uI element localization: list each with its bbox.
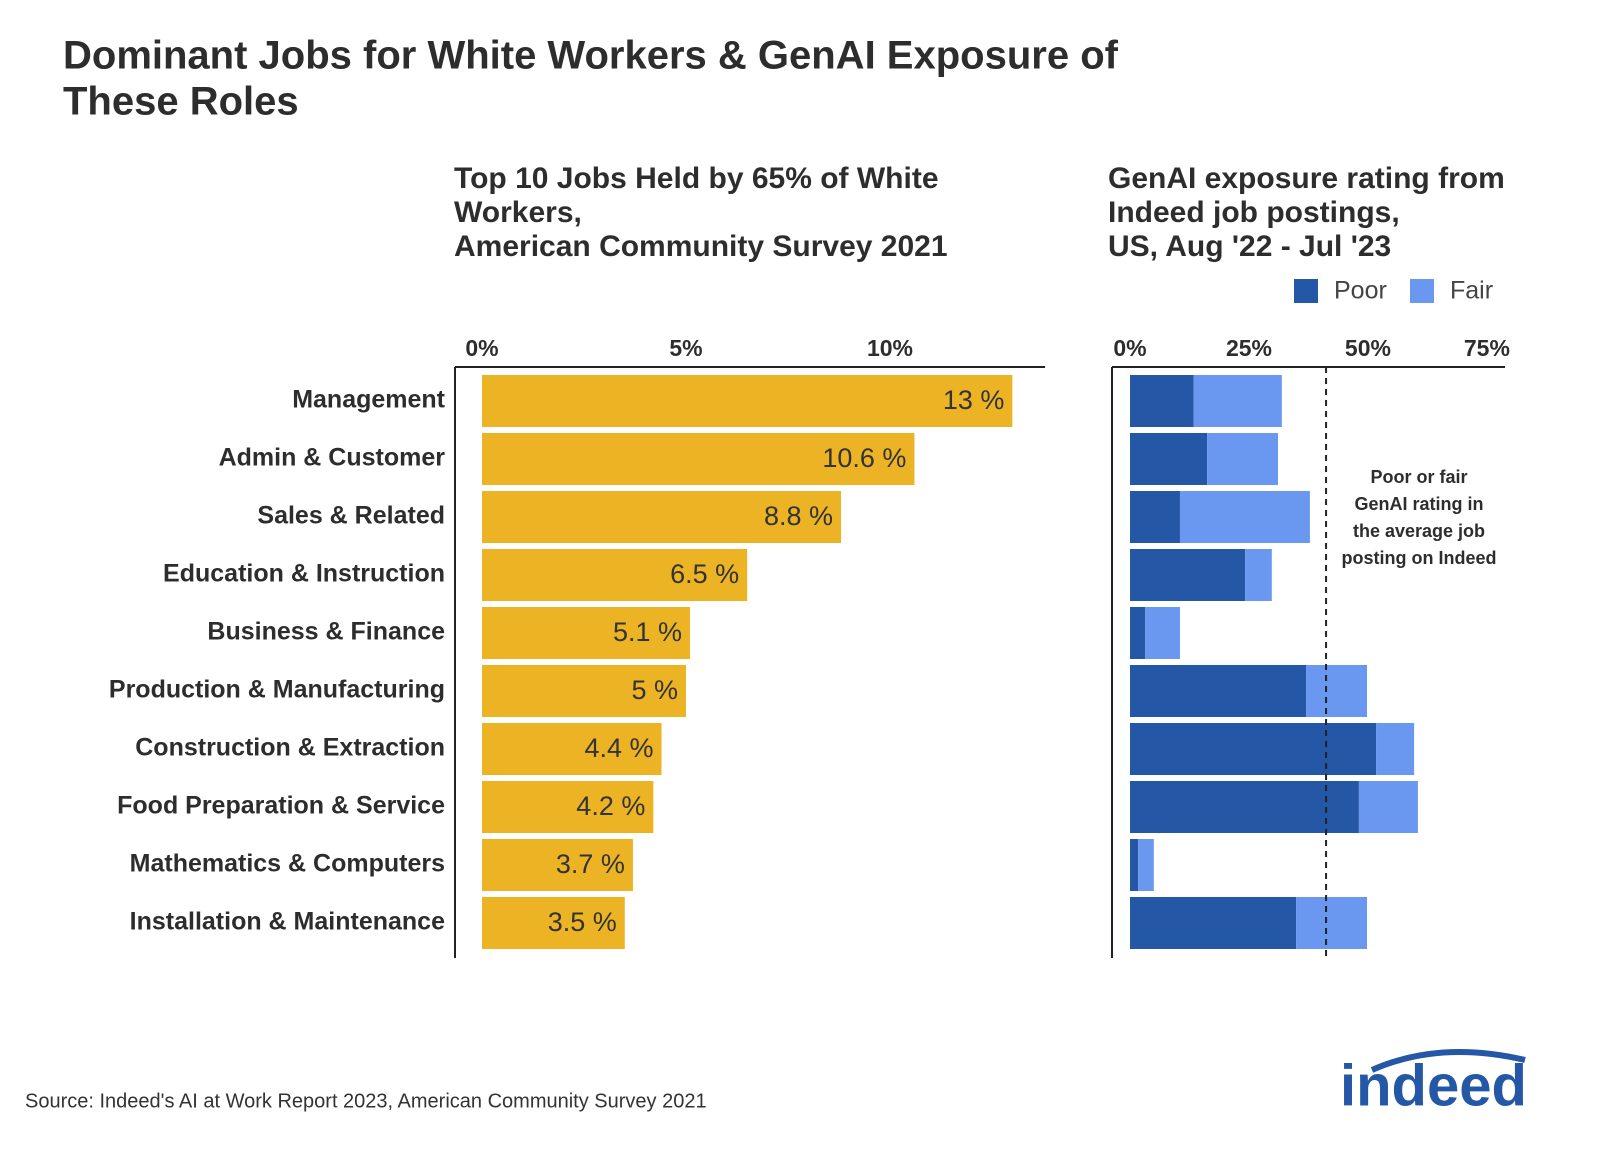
title-line: Dominant Jobs for White Workers & GenAI … xyxy=(63,34,1119,78)
bar-segment xyxy=(1207,433,1279,485)
bar xyxy=(482,433,915,485)
x-tick-label: 75% xyxy=(1464,335,1510,361)
chart-subtitle: American Community Survey 2021 xyxy=(454,230,948,263)
x-tick-label: 5% xyxy=(669,335,702,361)
x-tick-label: 50% xyxy=(1345,335,1391,361)
bar xyxy=(482,665,686,717)
bar xyxy=(482,375,1013,427)
bar xyxy=(482,607,691,659)
annotation: Poor or fair xyxy=(1370,467,1467,487)
annotation-bg xyxy=(1333,462,1524,574)
x-tick-label: 0% xyxy=(465,335,498,361)
chart-subtitle: Indeed job postings, xyxy=(1108,196,1400,229)
x-tick-label: 0% xyxy=(1113,335,1146,361)
chart-subtitle: GenAI exposure rating from xyxy=(1108,162,1505,195)
value-label: 3.7 % xyxy=(556,849,625,879)
bar-segment xyxy=(1245,549,1272,601)
legend-label: Poor xyxy=(1334,277,1387,305)
bar-segment xyxy=(1130,491,1180,543)
bar-segment xyxy=(1130,781,1359,833)
chart-subtitle: Top 10 Jobs Held by 65% of White xyxy=(454,162,939,195)
value-label: 13 % xyxy=(943,385,1005,415)
bar-segment xyxy=(1130,607,1146,659)
value-label: 4.4 % xyxy=(584,733,653,763)
annotation: the average job xyxy=(1353,521,1485,541)
category-label: Production & Manufacturing xyxy=(109,676,445,704)
bar-segment xyxy=(1306,665,1367,717)
bar xyxy=(482,491,842,543)
category-label: Management xyxy=(292,386,445,414)
bar-segment xyxy=(1296,897,1367,949)
bar-segment xyxy=(1130,375,1194,427)
bar-segment xyxy=(1130,723,1377,775)
value-label: 10.6 % xyxy=(822,443,906,473)
bar-segment xyxy=(1358,781,1418,833)
bar xyxy=(482,723,662,775)
bar xyxy=(482,839,633,891)
bar-segment xyxy=(1179,491,1310,543)
value-label: 3.5 % xyxy=(548,907,617,937)
source: Source: Indeed's AI at Work Report 2023,… xyxy=(25,1090,707,1112)
x-tick-label: 25% xyxy=(1226,335,1272,361)
bar-segment xyxy=(1145,607,1180,659)
annotation: GenAI rating in xyxy=(1354,494,1483,514)
bar-segment xyxy=(1130,433,1208,485)
chart-subtitle: Workers, xyxy=(454,196,582,229)
category-label: Education & Instruction xyxy=(163,560,445,588)
bar-segment xyxy=(1130,665,1307,717)
logo: indeed xyxy=(1340,1053,1527,1118)
value-label: 6.5 % xyxy=(670,559,739,589)
bar-segment xyxy=(1138,839,1154,891)
category-label: Sales & Related xyxy=(257,502,445,530)
category-label: Mathematics & Computers xyxy=(130,850,445,878)
value-label: 4.2 % xyxy=(576,791,645,821)
annotation: posting on Indeed xyxy=(1342,548,1497,568)
value-label: 8.8 % xyxy=(764,501,833,531)
category-label: Business & Finance xyxy=(207,618,445,646)
legend-swatch xyxy=(1294,279,1318,303)
bar-segment xyxy=(1193,375,1282,427)
legend-label: Fair xyxy=(1450,277,1493,305)
bar xyxy=(482,781,654,833)
category-label: Construction & Extraction xyxy=(135,734,445,762)
bar-segment xyxy=(1130,897,1297,949)
title-line: These Roles xyxy=(63,80,299,124)
category-label: Admin & Customer xyxy=(219,444,446,472)
logo-arc xyxy=(1370,1049,1526,1073)
legend-swatch xyxy=(1410,279,1434,303)
value-label: 5.1 % xyxy=(613,617,682,647)
category-label: Installation & Maintenance xyxy=(130,908,445,936)
value-label: 5 % xyxy=(631,675,678,705)
chart-subtitle: US, Aug '22 - Jul '23 xyxy=(1108,230,1391,263)
bar-segment xyxy=(1130,839,1139,891)
bar xyxy=(482,549,748,601)
bar xyxy=(482,897,625,949)
category-label: Food Preparation & Service xyxy=(117,792,445,820)
x-tick-label: 10% xyxy=(867,335,913,361)
bar-segment xyxy=(1130,549,1246,601)
bar-segment xyxy=(1376,723,1415,775)
